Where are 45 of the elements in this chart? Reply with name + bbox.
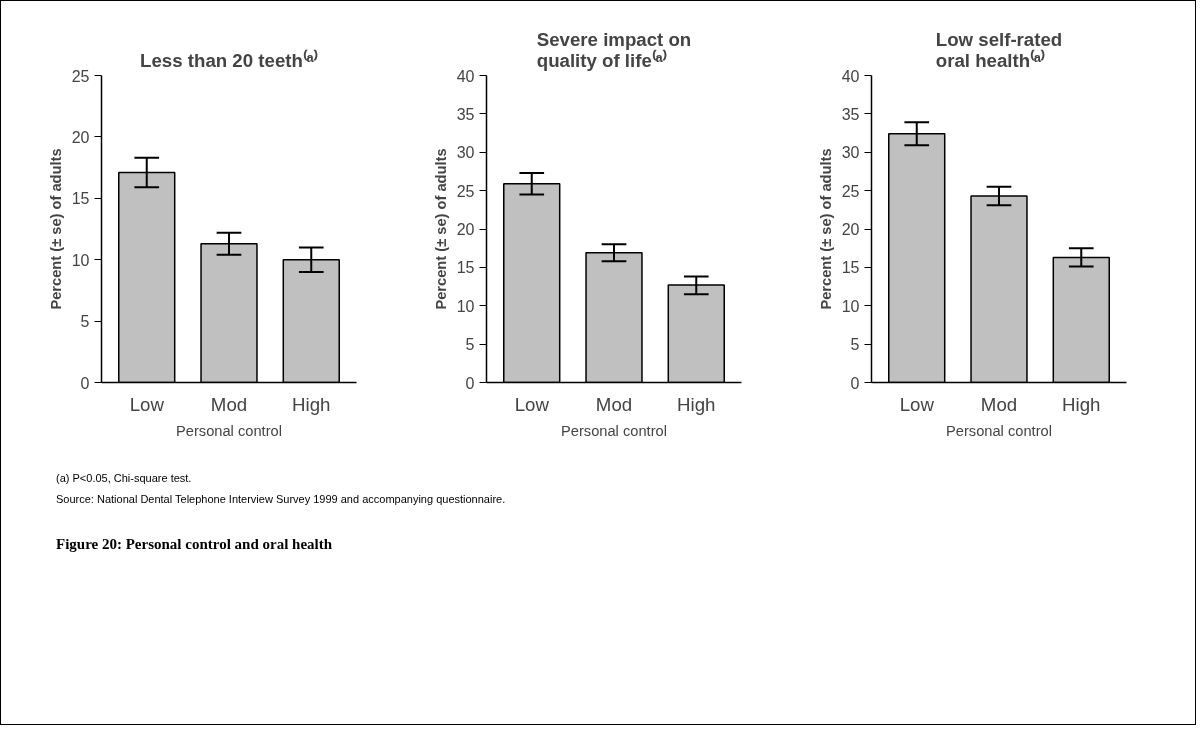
- x-tick-label: Low: [514, 393, 550, 415]
- x-tick-label: Mod: [980, 393, 1018, 415]
- y-tick-label: 25: [71, 67, 90, 85]
- y-tick-label: 20: [456, 221, 475, 238]
- y-tick-label: 20: [841, 221, 860, 238]
- x-tick-label: High: [677, 393, 716, 415]
- x-axis-title: Personal control: [176, 422, 282, 439]
- y-axis-title: Percent (± se) of adults: [432, 148, 449, 310]
- y-tick-label: 10: [841, 297, 860, 315]
- y-tick-label: 10: [71, 251, 90, 269]
- y-tick-label: 25: [841, 182, 860, 200]
- x-tick-label: Low: [129, 393, 165, 415]
- y-tick-label: 30: [841, 144, 860, 162]
- x-tick-label: High: [1062, 393, 1101, 415]
- y-tick-label: 30: [456, 144, 475, 162]
- y-tick-label: 5: [465, 336, 475, 354]
- x-axis-title: Personal control: [561, 422, 667, 439]
- y-tick-label: 0: [850, 374, 860, 392]
- source-note: Source: National Dental Telephone Interview Survey 1999 and accompanying questionnaire.: [56, 491, 506, 507]
- caption: Figure 20: Personal control and oral health: [56, 535, 333, 555]
- chart-title: Low self-rated oral health⁽ᵃ⁾: [935, 28, 1063, 71]
- y-tick-label: 0: [465, 374, 475, 392]
- x-tick-label: Mod: [595, 393, 633, 415]
- x-axis-title: Personal control: [946, 422, 1052, 439]
- y-tick-label: 10: [456, 297, 475, 315]
- x-tick-label: Low: [899, 393, 935, 415]
- chart-title: Less than 20 teeth⁽ᵃ⁾: [140, 48, 318, 71]
- y-axis-title: Percent (± se) of adults: [47, 148, 64, 310]
- x-tick-label: Mod: [210, 393, 248, 415]
- y-tick-label: 20: [71, 128, 90, 146]
- y-tick-label: 15: [841, 259, 860, 277]
- y-tick-label: 25: [456, 182, 475, 200]
- y-tick-label: 5: [850, 336, 860, 354]
- y-axis-title: Percent (± se) of adults: [817, 148, 834, 310]
- y-tick-label: 15: [71, 190, 90, 208]
- y-tick-label: 40: [456, 67, 475, 85]
- y-tick-label: 0: [80, 374, 90, 392]
- y-tick-label: 35: [841, 105, 860, 123]
- chart-title: Severe impact on quality of life⁽ᵃ⁾: [536, 28, 692, 71]
- y-tick-label: 5: [80, 313, 90, 331]
- y-tick-label: 15: [456, 259, 475, 277]
- y-tick-label: 35: [456, 105, 475, 123]
- text: (a) P<0.05, Chi-square test.: [56, 471, 192, 486]
- y-tick-label: 40: [841, 67, 860, 85]
- x-tick-label: High: [292, 393, 331, 415]
